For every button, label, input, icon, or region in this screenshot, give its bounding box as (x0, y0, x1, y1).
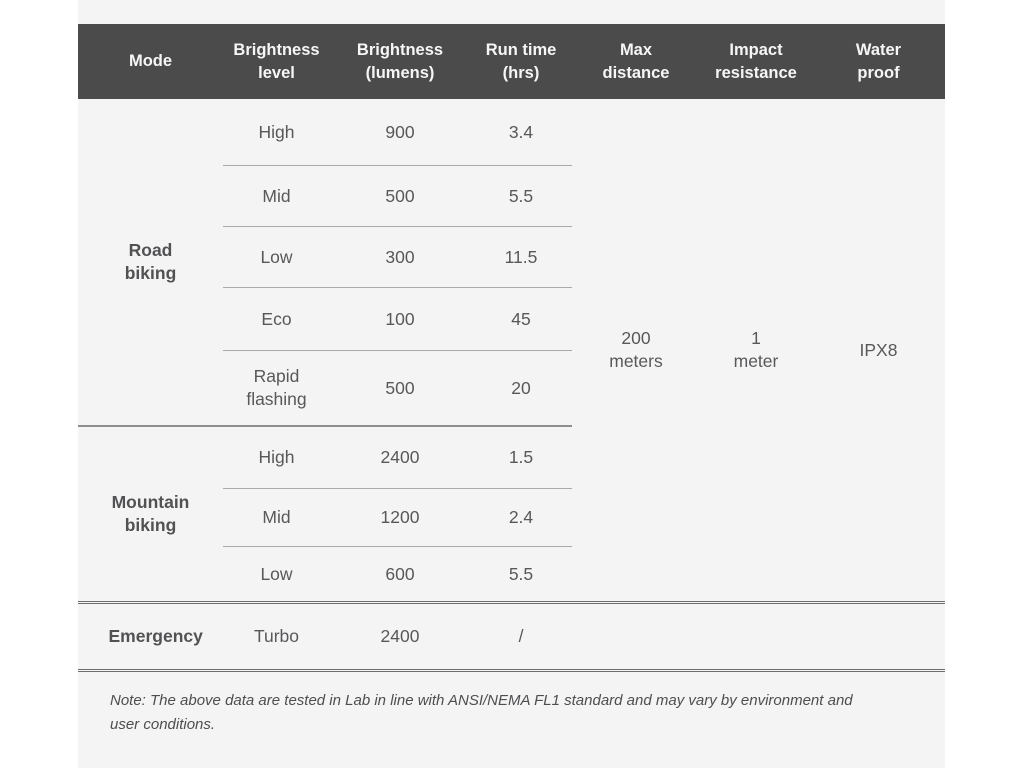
lumens-cell: 300 (330, 227, 470, 288)
runtime-cell: 1.5 (470, 425, 572, 489)
col-header-mode-label: Mode (128, 52, 173, 71)
col-header-max-distance: Max distance (572, 24, 700, 99)
runtime-cell: 5.5 (470, 547, 572, 604)
lumens-cell: 500 (385, 377, 415, 398)
impact-resistance-value: 1 meter (733, 328, 779, 371)
brightness-level-cell: Low (223, 227, 330, 288)
runtime-cell: / (470, 604, 572, 672)
col-header-run-time-label: Run time (hrs) (485, 40, 557, 82)
runtime-cell: 2.4 (470, 489, 572, 547)
footnote: Note: The above data are tested in Lab i… (110, 692, 853, 734)
col-header-mode: Mode (78, 24, 223, 99)
runtime-cell: 45 (470, 288, 572, 351)
lumens-cell: 500 (330, 166, 470, 227)
spec-table: Mode Brightness level Brightness (lumens… (78, 0, 945, 768)
brightness-level-cell: Mid (223, 489, 330, 547)
empty-cell (572, 604, 700, 672)
runtime-cell: 20 (511, 377, 531, 398)
col-header-brightness-lumens-label: Brightness (lumens) (356, 40, 444, 82)
max-distance-cell: 200 meters (572, 99, 700, 604)
runtime-cell: 5.5 (470, 166, 572, 227)
lumens-cell: 1200 (330, 489, 470, 547)
water-proof-cell: IPX8 (812, 99, 945, 604)
brightness-level-cell: Eco (223, 288, 330, 351)
col-header-brightness-level: Brightness level (223, 24, 330, 99)
col-header-impact-resistance-label: Impact resistance (715, 40, 797, 82)
brightness-level-cell: Low (223, 547, 330, 604)
mode-label: Emergency (108, 626, 203, 647)
mode-label: Mountain biking (111, 492, 190, 535)
mode-label: Road biking (124, 240, 177, 283)
col-header-brightness-level-label: Brightness level (233, 40, 320, 82)
mode-cell-road-biking: Road biking (78, 99, 223, 425)
mode-cell-mountain-biking: Mountain biking (78, 425, 223, 604)
lumens-cell: 2400 (330, 425, 470, 489)
col-header-brightness-lumens: Brightness (lumens) (330, 24, 470, 99)
empty-cell (700, 604, 812, 672)
brightness-level-cell: Turbo (223, 604, 330, 672)
lumens-cell: 2400 (330, 604, 470, 672)
brightness-level-cell: Mid (223, 166, 330, 227)
empty-cell (812, 604, 945, 672)
runtime-cell: 3.4 (470, 99, 572, 166)
impact-resistance-cell: 1 meter (700, 99, 812, 604)
brightness-level-cell: High (223, 99, 330, 166)
mode-cell-emergency: Emergency (78, 604, 223, 672)
col-header-water-proof-label: Water proof (855, 40, 902, 82)
runtime-cell: 11.5 (470, 227, 572, 288)
brightness-level-cell: Rapid flashing (246, 366, 307, 409)
col-header-water-proof: Water proof (812, 24, 945, 99)
lumens-cell: 100 (330, 288, 470, 351)
col-header-run-time: Run time (hrs) (470, 24, 572, 99)
lumens-cell: 600 (330, 547, 470, 604)
col-header-impact-resistance: Impact resistance (700, 24, 812, 99)
lumens-cell: 900 (330, 99, 470, 166)
water-proof-value: IPX8 (859, 339, 898, 360)
max-distance-value: 200 meters (609, 328, 663, 371)
brightness-level-cell: High (223, 425, 330, 489)
col-header-max-distance-label: Max distance (602, 40, 670, 82)
